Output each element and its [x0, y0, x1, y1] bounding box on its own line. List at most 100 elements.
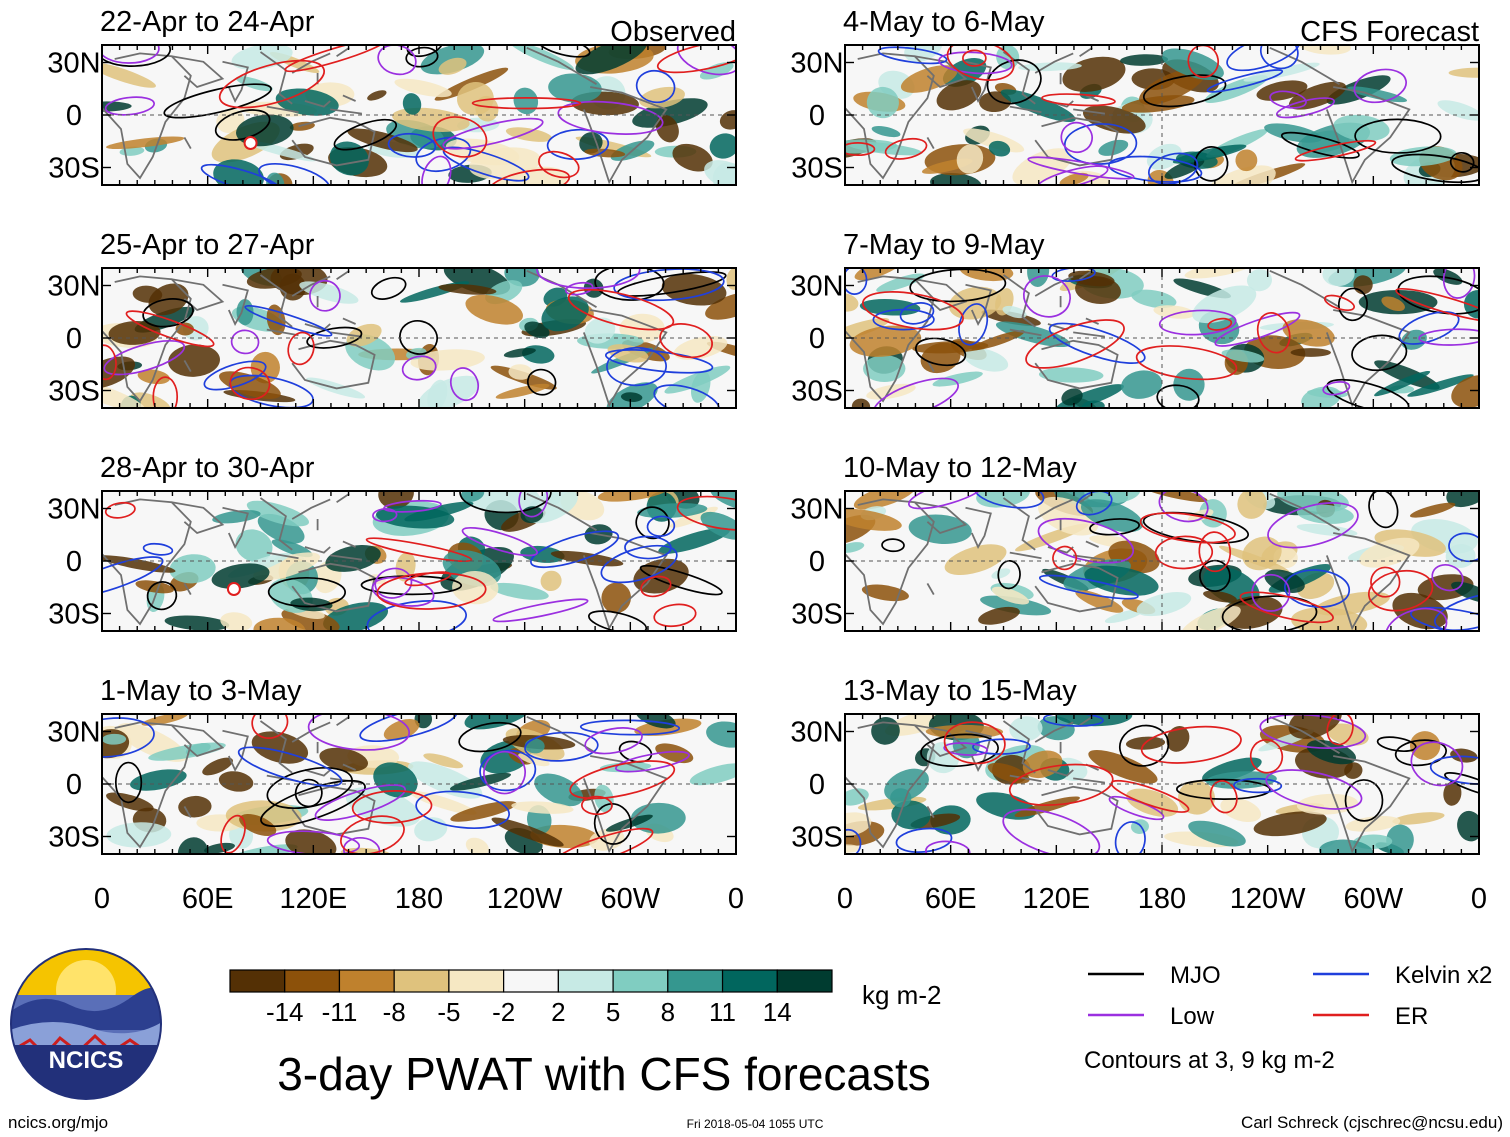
map-panel: 30N 0 30S 7-May to 9-May [790, 229, 1480, 409]
lat-label: 30S [791, 153, 843, 185]
lat-label: 30S [48, 153, 100, 185]
kelvin-contour [606, 346, 667, 387]
pwat-anomaly [658, 527, 730, 554]
map-panel: 30N 0 30S 25-Apr to 27-Apr [47, 229, 737, 409]
coastline [845, 275, 935, 403]
pwat-anomaly [323, 602, 389, 631]
pwat-anomaly [584, 317, 616, 344]
pwat-anomaly [1104, 609, 1144, 624]
pwat-anomaly [871, 125, 901, 138]
mjo-contour [1221, 595, 1318, 631]
low-contour [1251, 573, 1291, 612]
er-contour [1008, 763, 1114, 806]
lat-label: 30S [791, 599, 843, 631]
lat-label: 30S [791, 822, 843, 854]
coastline [171, 501, 249, 549]
kelvin-contour [1075, 491, 1113, 516]
pwat-anomaly [1235, 149, 1258, 172]
pwat-field [102, 268, 736, 408]
pwat-anomaly [599, 762, 652, 773]
lat-label: 30N [47, 494, 100, 526]
pwat-anomaly [465, 294, 523, 325]
low-contour [483, 750, 526, 795]
mjo-contour [294, 778, 323, 808]
low-contour [518, 491, 549, 518]
coastline [291, 339, 376, 390]
pwat-anomaly [991, 586, 1030, 605]
pwat-anomaly [135, 580, 174, 594]
pwat-anomaly [1012, 148, 1072, 185]
pwat-anomaly [257, 513, 305, 544]
panel-source-tag: Observed [610, 16, 736, 48]
low-contour [492, 598, 589, 623]
mjo-contour [635, 506, 670, 540]
map-panel: 30N 0 30S 22-Apr to 24-Apr Observed [47, 6, 737, 186]
tc-marker [226, 582, 241, 596]
pwat-anomaly [490, 582, 549, 600]
mjo-contour [920, 733, 999, 768]
er-contour [569, 760, 676, 800]
pwat-anomaly [329, 141, 369, 176]
lat-label: 0 [809, 323, 825, 355]
coastline [914, 724, 992, 772]
er-contour [538, 150, 580, 179]
kelvin-contour [604, 349, 714, 374]
coastline [926, 136, 935, 150]
pwat-field [102, 714, 736, 854]
pwat-anomaly [655, 743, 694, 764]
coastline [316, 716, 350, 754]
low-contour [307, 714, 411, 751]
panel-grid: 30N 0 30S 22-Apr to 24-Apr Observed 30N 0 30S 25… [47, 6, 1480, 855]
kelvin-contour [529, 530, 620, 569]
pwat-anomaly [102, 380, 146, 408]
low-contour [1269, 90, 1307, 109]
pwat-field [102, 491, 736, 631]
pwat-anomaly [347, 128, 418, 153]
footer-credit: Carl Schreck (cjschrec@ncsu.edu) [1241, 1113, 1503, 1132]
coastline [914, 501, 992, 549]
er-contour [1041, 93, 1116, 107]
pwat-anomaly [1319, 839, 1374, 854]
er-contour [862, 291, 964, 331]
low-contour [1442, 268, 1476, 299]
pwat-anomaly [845, 812, 872, 837]
pwat-anomaly [524, 321, 550, 339]
lat-label: 0 [66, 323, 82, 355]
lat-label: 30S [48, 376, 100, 408]
kelvin-contour [524, 731, 599, 762]
mjo-contour [593, 803, 632, 845]
er-contour [1323, 294, 1355, 312]
pwat-anomaly [438, 284, 497, 295]
mjo-contour [1142, 511, 1250, 544]
er-contour [1154, 535, 1214, 570]
low-contour [104, 96, 155, 116]
panel-date-range: 25-Apr to 27-Apr [100, 229, 315, 261]
pwat-field [845, 45, 1479, 185]
pwat-anomaly [1203, 590, 1237, 603]
lon-axis-right: 0 60E 120E 180 120W 60W 0 [837, 883, 1487, 915]
kelvin-contour [1114, 821, 1146, 854]
pwat-field [102, 45, 736, 185]
pwat-anomaly [220, 612, 253, 631]
panel-date-range: 4-May to 6-May [843, 6, 1045, 38]
pwat-anomaly [971, 330, 1025, 351]
kelvin-contour [237, 746, 343, 787]
kelvin-contour [845, 268, 868, 295]
kelvin-contour [845, 828, 862, 854]
coastline [171, 55, 249, 103]
mjo-contour [370, 276, 407, 300]
pwat-anomaly [299, 281, 359, 304]
low-contour [1418, 328, 1479, 346]
coastline [291, 785, 376, 836]
er-contour [567, 288, 675, 331]
pwat-anomaly [1221, 349, 1265, 363]
low-contour [1158, 309, 1237, 336]
ncics-logo: NCICS [10, 948, 162, 1100]
coastline [1059, 47, 1093, 85]
mjo-contour [146, 581, 178, 611]
kelvin-contour [359, 714, 458, 743]
pwat-anomaly [584, 148, 626, 158]
kelvin-contour [877, 46, 948, 65]
coastline [102, 498, 192, 626]
pwat-anomaly [505, 127, 553, 142]
